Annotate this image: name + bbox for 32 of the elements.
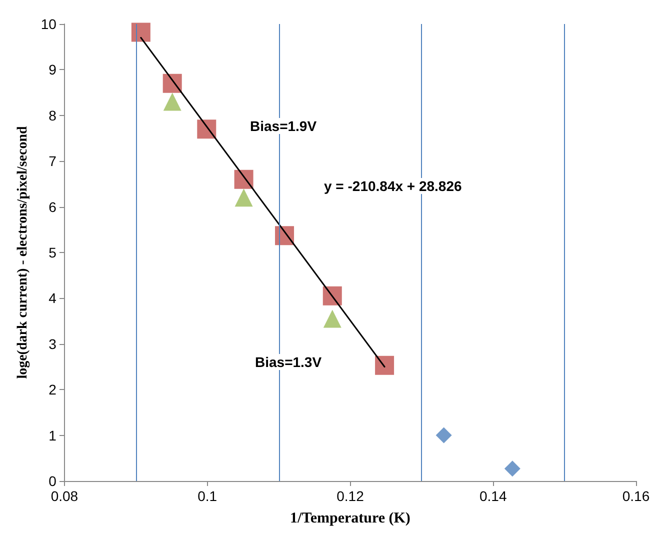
annotation: Bias=1.3V bbox=[255, 354, 322, 370]
x-tick-label: 0.08 bbox=[50, 488, 78, 504]
y-tick-label: 10 bbox=[40, 16, 57, 32]
y-tick-label: 1 bbox=[48, 427, 57, 444]
y-tick-label: 8 bbox=[48, 107, 57, 124]
y-tick-label: 9 bbox=[48, 62, 57, 78]
point bbox=[375, 356, 394, 375]
y-tick-label: 6 bbox=[48, 198, 57, 215]
x-tick-label: 0.16 bbox=[622, 488, 650, 504]
x-tick-label: 0.12 bbox=[336, 488, 364, 504]
y-tick-label: 7 bbox=[48, 153, 57, 170]
x-tick-label: 0.14 bbox=[479, 488, 507, 504]
y-tick-label: 3 bbox=[48, 336, 57, 352]
x-tick-label: 0.1 bbox=[198, 488, 218, 504]
point bbox=[131, 22, 150, 42]
x-axis-title: 1/Temperature (K) bbox=[290, 510, 410, 526]
point bbox=[436, 427, 452, 444]
point bbox=[197, 120, 216, 139]
point bbox=[234, 170, 254, 189]
point bbox=[162, 74, 182, 93]
annotation: y = -210.84x + 28.826 bbox=[324, 178, 462, 194]
y-tick-label: 2 bbox=[48, 382, 57, 398]
y-axis-title: loge(dark current) - electrons/pixel/second bbox=[16, 126, 30, 379]
y-tick-label: 4 bbox=[48, 290, 57, 306]
point bbox=[504, 460, 520, 477]
point bbox=[234, 188, 253, 207]
y-tick-label: 0 bbox=[48, 473, 57, 489]
annotation: Bias=1.9V bbox=[250, 118, 318, 134]
y-tick-label: 5 bbox=[48, 244, 57, 260]
point bbox=[322, 286, 342, 306]
point bbox=[163, 92, 182, 111]
point bbox=[323, 310, 342, 328]
